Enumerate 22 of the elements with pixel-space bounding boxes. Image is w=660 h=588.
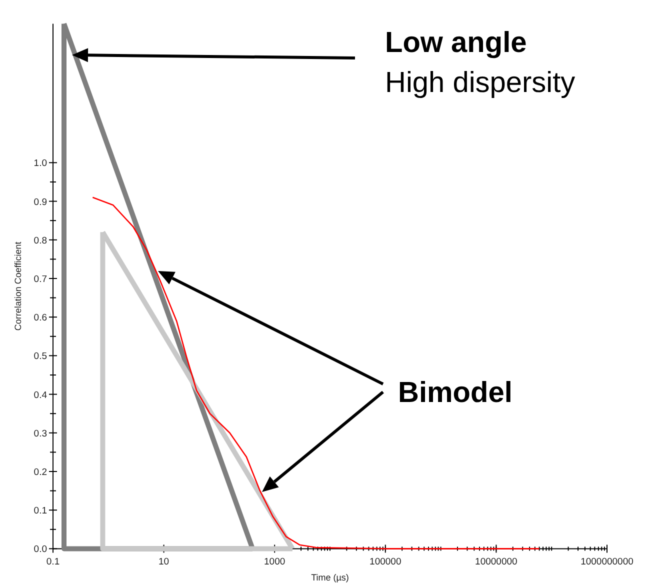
x-tick-label: 0.1 [46,556,60,568]
x-axis-title: Time (µs) [311,572,349,583]
annotation: High dispersity [385,67,576,99]
x-tick-label: 100000 [370,556,402,568]
x-tick-label: 10000000 [475,556,518,568]
y-tick-label: 0.7 [34,274,47,285]
annotation: Low angle [385,27,527,59]
y-tick-label: 0.4 [34,390,47,401]
y-tick-label: 0.8 [34,235,47,246]
x-tick-label: 1000000000 [580,556,634,568]
y-tick-label: 0.5 [34,351,47,362]
x-tick-label: 10 [158,556,170,568]
y-tick-label: 0.9 [34,196,47,208]
x-tick-label: 1000 [264,556,286,568]
y-axis-title: Correlation Coefficient [13,241,23,331]
y-tick-label: 0.3 [34,428,47,440]
y-tick-label: 0.1 [34,506,47,517]
annotation: Bimodel [398,377,512,409]
y-tick-label: 0.0 [34,544,47,556]
y-tick-label: 0.2 [34,466,47,478]
y-tick-label: 1.0 [34,158,47,170]
y-tick-label: 0.6 [34,312,47,324]
